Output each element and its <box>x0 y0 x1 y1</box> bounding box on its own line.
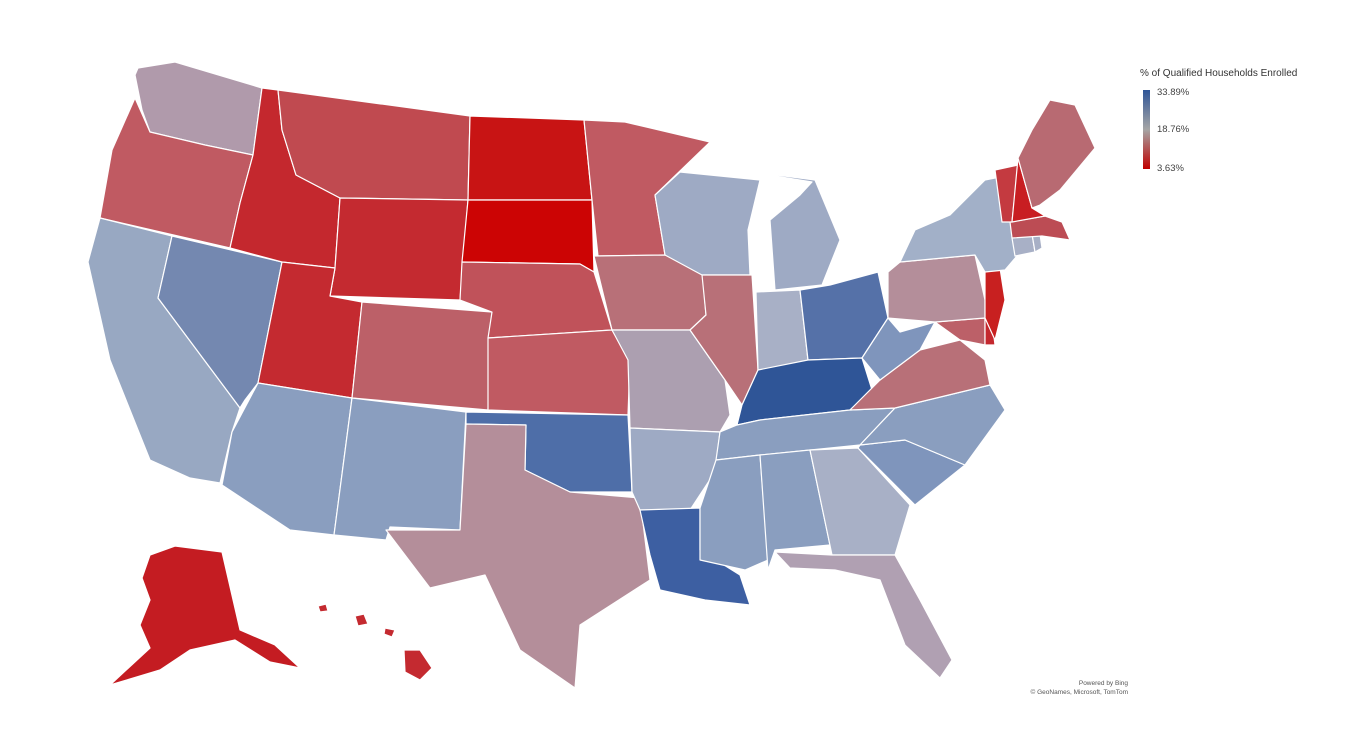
state-AL[interactable] <box>759 449 831 571</box>
state-NM[interactable] <box>333 397 467 541</box>
legend-title: % of Qualified Households Enrolled <box>1140 68 1298 79</box>
legend-mid-label: 18.76% <box>1157 124 1190 135</box>
state-GA[interactable] <box>809 447 911 556</box>
state-AK[interactable] <box>109 545 301 686</box>
state-WY[interactable] <box>329 197 469 301</box>
attribution-powered-by: Powered by Bing <box>1078 680 1128 687</box>
state-IL[interactable] <box>689 274 759 406</box>
legend-max-label: 33.89% <box>1157 87 1190 98</box>
attribution-copyright: © GeoNames, Microsoft, TomTom <box>1030 688 1129 696</box>
state-MI[interactable] <box>737 169 841 291</box>
state-PA[interactable] <box>887 254 986 323</box>
legend-color-scale <box>1143 90 1150 169</box>
state-ND[interactable] <box>467 115 593 201</box>
state-SD[interactable] <box>461 199 595 273</box>
state-TX[interactable] <box>385 423 651 689</box>
state-KS[interactable] <box>487 329 631 416</box>
map-legend: % of Qualified Households Enrolled 33.89… <box>1140 68 1340 174</box>
legend-body: 33.89% 18.76% 3.63% <box>1140 87 1340 174</box>
map-attribution: Powered by Bing © GeoNames, Microsoft, T… <box>990 680 1129 698</box>
legend-min-label: 3.63% <box>1157 163 1184 174</box>
state-FL[interactable] <box>774 551 953 679</box>
state-WI[interactable] <box>654 171 761 276</box>
state-CO[interactable] <box>351 301 493 411</box>
state-ME[interactable] <box>1017 99 1096 209</box>
state-HI[interactable] <box>317 603 433 681</box>
